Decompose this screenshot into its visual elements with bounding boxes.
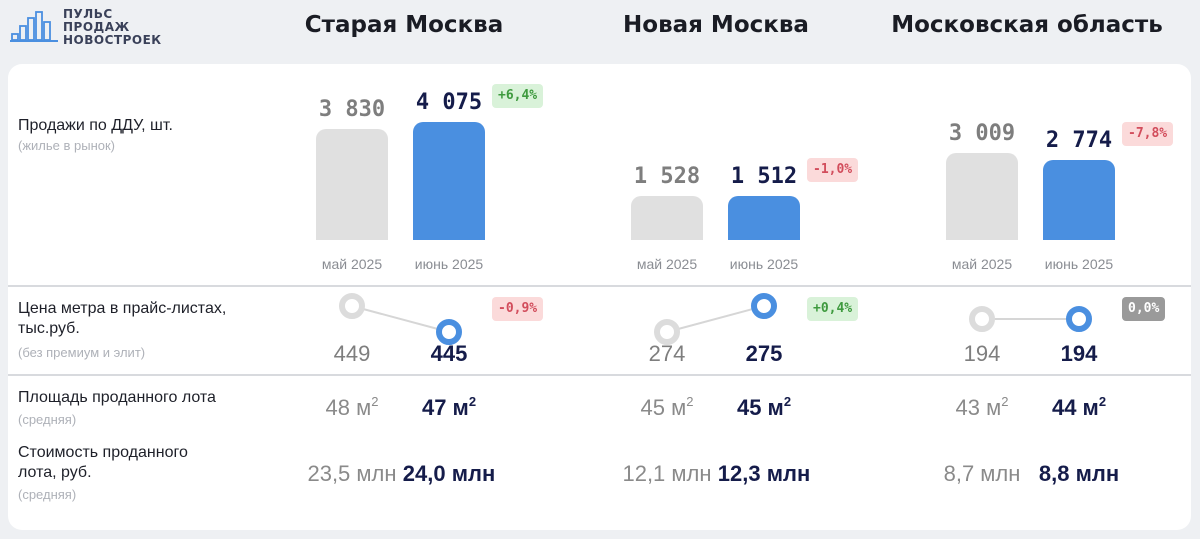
sales-value-cur-moscow-region: 2 774 — [1045, 127, 1113, 153]
row-label-sales: Продажи по ДДУ, шт. — [18, 117, 173, 134]
cost-value-prev-old-moscow: 23,5 млн — [307, 461, 397, 486]
region-title-new-moscow: Новая Москва — [623, 12, 809, 38]
row-sub-cost: (средняя) — [18, 487, 77, 502]
area-exponent: 2 — [1001, 394, 1009, 409]
area-value-cur-old-moscow: 47 м2 — [379, 394, 519, 421]
area-number: 48 м — [325, 395, 372, 420]
price-value-cur-moscow-region: 194 — [1060, 341, 1098, 366]
sales-change-badge-new-moscow: -1,0% — [807, 158, 859, 183]
period-prev-old-moscow: май 2025 — [321, 256, 383, 272]
region-title-old-moscow: Старая Москва — [304, 12, 504, 38]
price-value-prev-old-moscow: 449 — [333, 341, 371, 366]
row-label-price: Цена метра в прайс-листах, тыс.руб. — [18, 299, 226, 339]
area-value-cur-moscow-region: 44 м2 — [1009, 394, 1149, 421]
sales-change-badge-moscow-region: -7,8% — [1122, 121, 1174, 146]
area-value-prev-old-moscow: 48 м2 — [282, 394, 422, 421]
cost-value-prev-new-moscow: 12,1 млн — [622, 461, 712, 486]
brand-logo: ПУЛЬС ПРОДАЖ НОВОСТРОЕК — [10, 8, 180, 52]
cost-value-cur-moscow-region: 8,8 млн — [1038, 461, 1120, 486]
row-label-area: Площадь проданного лота — [18, 389, 216, 406]
metrics-card — [8, 64, 1191, 530]
brand-line-2: ПРОДАЖ — [63, 20, 130, 34]
area-exponent: 2 — [1098, 394, 1107, 409]
area-value-prev-moscow-region: 43 м2 — [912, 394, 1052, 421]
area-exponent: 2 — [468, 394, 477, 409]
price-dot-cur-old-moscow — [436, 319, 462, 345]
sales-value-prev-moscow-region: 3 009 — [948, 120, 1016, 146]
area-exponent: 2 — [371, 394, 379, 409]
sales-change-badge-old-moscow: +6,4% — [492, 84, 544, 108]
price-value-prev-moscow-region: 194 — [963, 341, 1001, 366]
sales-value-cur-old-moscow: 4 075 — [415, 90, 483, 115]
price-dot-prev-new-moscow — [654, 319, 680, 345]
brand-line-3: НОВОСТРОЕК — [63, 33, 162, 47]
area-number: 45 м — [640, 395, 687, 420]
sales-bar-cur-old-moscow — [413, 122, 485, 240]
price-change-badge-moscow-region: 0,0% — [1122, 297, 1166, 321]
sales-value-cur-new-moscow: 1 512 — [730, 164, 798, 190]
row-sub-area: (средняя) — [18, 412, 77, 427]
period-cur-old-moscow: июнь 2025 — [414, 256, 484, 272]
brand-line-1: ПУЛЬС — [63, 7, 113, 21]
cost-value-cur-new-moscow: 12,3 млн — [717, 461, 811, 486]
area-exponent: 2 — [783, 394, 792, 409]
sales-value-prev-old-moscow: 3 830 — [318, 97, 386, 123]
row-label-price-line1: Цена метра в прайс-листах, — [18, 300, 227, 317]
period-prev-new-moscow: май 2025 — [636, 256, 698, 272]
sales-bar-cur-moscow-region — [1043, 159, 1115, 240]
sales-bar-prev-new-moscow — [631, 195, 703, 240]
price-value-cur-old-moscow: 445 — [430, 341, 468, 366]
price-dot-prev-moscow-region — [969, 306, 995, 332]
area-number: 47 м — [421, 395, 469, 420]
period-cur-moscow-region: июнь 2025 — [1044, 256, 1114, 272]
period-cur-new-moscow: июнь 2025 — [729, 256, 799, 272]
price-change-badge-old-moscow: -0,9% — [492, 297, 544, 321]
price-dot-cur-moscow-region — [1066, 306, 1092, 332]
brand-text: ПУЛЬС ПРОДАЖ НОВОСТРОЕК — [63, 8, 162, 47]
price-dot-prev-old-moscow — [339, 293, 365, 319]
sales-bar-cur-new-moscow — [728, 196, 800, 240]
sales-value-prev-new-moscow: 1 528 — [633, 163, 701, 189]
row-label-cost: Стоимость проданного лота, руб. — [18, 443, 188, 483]
area-number: 44 м — [1051, 395, 1099, 420]
buildings-icon — [10, 11, 58, 42]
area-number: 43 м — [955, 395, 1002, 420]
price-dot-cur-new-moscow — [751, 293, 777, 319]
cost-value-cur-old-moscow: 24,0 млн — [402, 461, 496, 486]
area-value-prev-new-moscow: 45 м2 — [597, 394, 737, 421]
area-value-cur-new-moscow: 45 м2 — [694, 394, 834, 421]
row-label-price-line2: тыс.руб. — [18, 320, 80, 337]
area-exponent: 2 — [686, 394, 694, 409]
row-label-cost-line1: Стоимость проданного — [18, 444, 188, 461]
sales-bar-prev-old-moscow — [316, 129, 388, 240]
price-line-moscow-region — [982, 318, 1079, 320]
row-label-cost-line2: лота, руб. — [18, 464, 92, 481]
row-sub-sales: (жилье в рынок) — [18, 138, 116, 153]
price-change-badge-new-moscow: +0,4% — [807, 297, 859, 321]
area-number: 45 м — [736, 395, 784, 420]
cost-value-prev-moscow-region: 8,7 млн — [943, 461, 1021, 486]
period-prev-moscow-region: май 2025 — [951, 256, 1013, 272]
price-value-cur-new-moscow: 275 — [745, 341, 783, 366]
divider-price — [8, 374, 1191, 376]
region-title-moscow-region: Московская область — [891, 12, 1163, 38]
price-value-prev-new-moscow: 274 — [648, 341, 686, 366]
divider-sales — [8, 285, 1191, 287]
row-sub-price: (без премиум и элит) — [18, 345, 146, 360]
sales-bar-prev-moscow-region — [946, 152, 1018, 240]
